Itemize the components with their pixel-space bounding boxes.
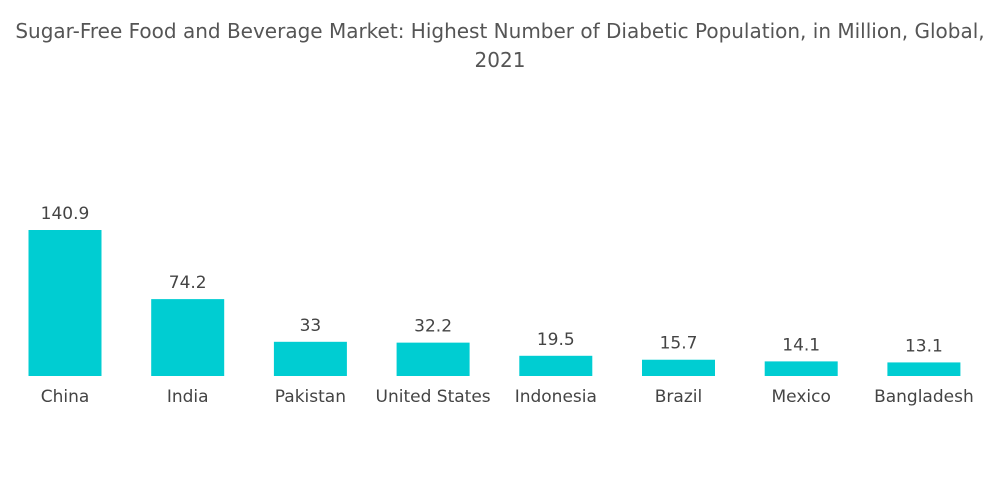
data-label: 19.5 <box>537 330 575 350</box>
x-tick-label: Pakistan <box>275 387 346 407</box>
x-tick-label: Bangladesh <box>874 387 974 407</box>
bar <box>28 230 102 376</box>
bar <box>519 355 593 376</box>
data-label: 14.1 <box>782 335 820 355</box>
x-tick-label: India <box>167 387 209 407</box>
data-label: 33 <box>300 316 322 336</box>
data-label: 15.7 <box>660 334 698 354</box>
bar <box>764 361 838 376</box>
data-label: 74.2 <box>169 273 207 293</box>
x-tick-label: Mexico <box>772 387 831 407</box>
x-tick-label: Indonesia <box>515 387 597 407</box>
x-tick-label: United States <box>376 387 491 407</box>
x-tick-label: China <box>41 387 90 407</box>
chart-title: Sugar-Free Food and Beverage Market: Hig… <box>15 19 985 72</box>
bar <box>273 341 347 376</box>
bar <box>887 362 961 376</box>
data-label: 13.1 <box>905 336 943 356</box>
data-label: 32.2 <box>414 317 452 337</box>
x-tick-label: Brazil <box>655 387 702 407</box>
bar <box>642 359 715 376</box>
data-label: 140.9 <box>41 204 90 224</box>
bar <box>151 299 225 376</box>
bar <box>396 342 470 376</box>
